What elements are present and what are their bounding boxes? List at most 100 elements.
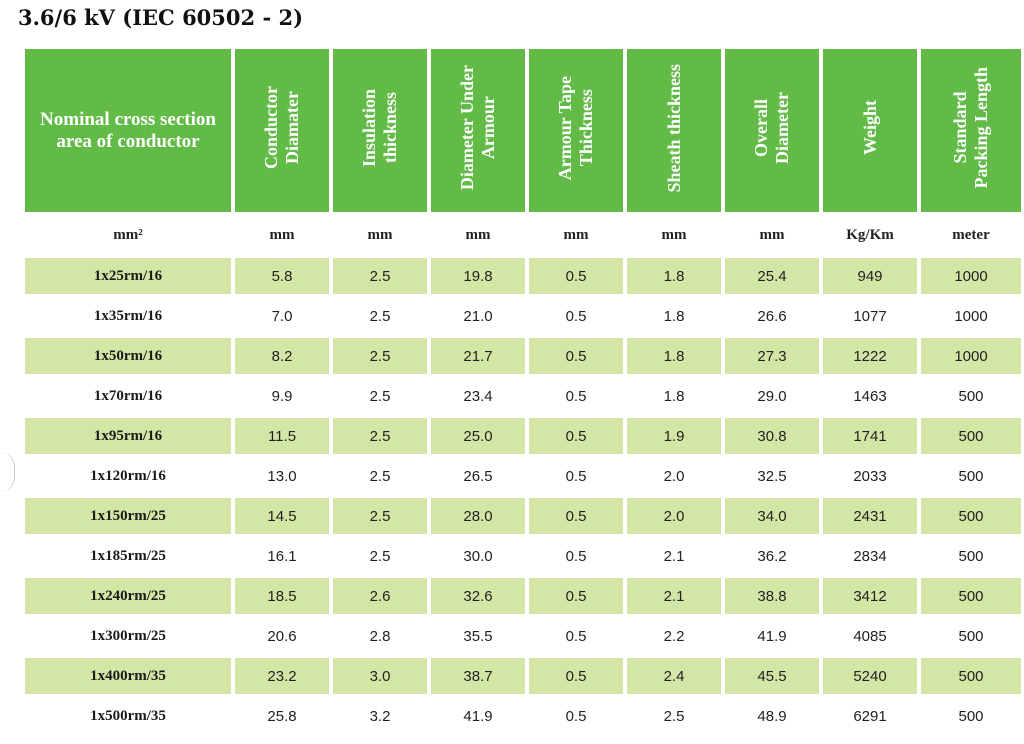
table-cell: 2431 (823, 498, 917, 534)
row-label-cell: 1x240rm/25 (25, 578, 231, 614)
table-cell: 1000 (921, 258, 1021, 294)
table-cell: 500 (921, 498, 1021, 534)
table-cell: 1000 (921, 338, 1021, 374)
table-cell: 26.6 (757, 307, 787, 325)
table-cell: 27.3 (725, 338, 819, 374)
table-cell: 2.0 (627, 498, 721, 534)
row-label-cell: 1x150rm/25 (25, 498, 231, 534)
table-cell: 32.6 (431, 578, 525, 614)
table-cell: 4085 (853, 627, 887, 645)
table-cell: 0.5 (529, 578, 623, 614)
table-cell: 1222 (823, 338, 917, 374)
unit-cell: mm (269, 226, 295, 243)
page-edge-mark (0, 452, 15, 492)
table-cell: 0.5 (565, 467, 587, 485)
table-cell: 1000 (954, 307, 988, 325)
column-header-overall-diameter: Overall Diameter (725, 49, 819, 212)
table-cell: 2.6 (333, 578, 427, 614)
table-cell: 2.5 (369, 467, 391, 485)
table-row: 1x120rm/16 13.0 2.5 26.5 0.5 2.0 32.5 2033 500 (25, 458, 1021, 494)
table-cell: 5.8 (235, 258, 329, 294)
table-cell: 500 (958, 707, 984, 725)
table-cell: 0.5 (565, 307, 587, 325)
table-cell: 8.2 (235, 338, 329, 374)
table-cell: 500 (958, 467, 984, 485)
table-cell: 9.9 (271, 387, 293, 405)
table-cell: 5240 (823, 658, 917, 694)
column-header-label: Diameter Under Armour (457, 65, 498, 191)
column-header-label: Weight (859, 100, 880, 156)
table-cell: 2.5 (333, 258, 427, 294)
table-cell: 1.8 (663, 307, 685, 325)
row-label-cell: 1x185rm/25 (90, 547, 166, 564)
table-cell: 35.5 (463, 627, 493, 645)
table-row: 1x500rm/35 25.8 3.2 41.9 0.5 2.5 48.9 6291 500 (25, 698, 1021, 734)
table-cell: 20.6 (267, 627, 297, 645)
column-header-label: Sheath thickness (663, 63, 684, 193)
table-cell: 6291 (853, 707, 887, 725)
table-cell: 1.8 (663, 387, 685, 405)
table-cell: 500 (958, 387, 984, 405)
row-label-cell: 1x35rm/16 (93, 307, 163, 324)
document-title: 3.6/6 kV (IEC 60502 - 2) (18, 5, 304, 30)
table-row: 1x95rm/16 11.5 2.5 25.0 0.5 1.9 30.8 1741 500 (25, 418, 1021, 454)
column-header-sheath-thickness: Sheath thickness (627, 49, 721, 212)
table-cell: 30.8 (725, 418, 819, 454)
table-cell: 29.0 (757, 387, 787, 405)
table-cell: 34.0 (725, 498, 819, 534)
row-label-cell: 1x500rm/35 (90, 707, 166, 724)
table-cell: 3412 (823, 578, 917, 614)
header-row: Nominal cross section area of conductor … (25, 49, 1021, 212)
table-cell: 1741 (823, 418, 917, 454)
table-cell: 11.5 (235, 418, 329, 454)
row-label-cell: 1x50rm/16 (25, 338, 231, 374)
table-cell: 1.8 (627, 258, 721, 294)
table-cell: 0.5 (565, 627, 587, 645)
table-cell: 2033 (853, 467, 887, 485)
column-header-conductor-diameter: Conductor Diamater (235, 49, 329, 212)
table-cell: 18.5 (235, 578, 329, 614)
table-row: 1x300rm/25 20.6 2.8 35.5 0.5 2.2 41.9 4085 500 (25, 618, 1021, 654)
table-cell: 0.5 (529, 498, 623, 534)
table-cell: 0.5 (529, 338, 623, 374)
column-header-label: Standard Packing Length (950, 67, 991, 189)
table-cell: 2.0 (663, 467, 685, 485)
table-cell: 16.1 (267, 547, 297, 565)
table-cell: 30.0 (463, 547, 493, 565)
table-cell: 0.5 (529, 418, 623, 454)
table-cell: 0.5 (565, 707, 587, 725)
table-cell: 1463 (853, 387, 887, 405)
table-cell: 21.7 (431, 338, 525, 374)
table-cell: 25.0 (431, 418, 525, 454)
table-cell: 41.9 (757, 627, 787, 645)
table-cell: 14.5 (235, 498, 329, 534)
table-cell: 500 (958, 547, 984, 565)
table-cell: 3.2 (369, 707, 391, 725)
table-cell: 1077 (853, 307, 887, 325)
table-cell: 19.8 (431, 258, 525, 294)
table-cell: 2.4 (627, 658, 721, 694)
column-header-label: Conductor Diamater (261, 86, 302, 170)
table-cell: 0.5 (529, 258, 623, 294)
unit-cell: mm (367, 226, 393, 243)
unit-cell: meter (952, 226, 990, 243)
row-label-cell: 1x120rm/16 (90, 467, 166, 484)
table-cell: 949 (823, 258, 917, 294)
table-cell: 1.9 (627, 418, 721, 454)
table-cell: 2.5 (333, 498, 427, 534)
table-cell: 23.2 (235, 658, 329, 694)
table-row: 1x25rm/16 5.8 2.5 19.8 0.5 1.8 25.4 949 1000 (25, 258, 1021, 294)
row-label-cell: 1x25rm/16 (25, 258, 231, 294)
table-cell: 0.5 (565, 547, 587, 565)
column-header-weight: Weight (823, 49, 917, 212)
column-header-insulation-thickness: Insulation thickness (333, 49, 427, 212)
table-cell: 2.5 (333, 418, 427, 454)
table-cell: 2.8 (369, 627, 391, 645)
column-header-label: Overall Diameter (751, 92, 792, 164)
row-label-cell: 1x300rm/25 (90, 627, 166, 644)
unit-cell: Kg/Km (846, 226, 894, 243)
table-cell: 2834 (853, 547, 887, 565)
table-cell: 2.5 (663, 707, 685, 725)
table-cell: 2.5 (369, 307, 391, 325)
table-cell: 2.5 (369, 547, 391, 565)
